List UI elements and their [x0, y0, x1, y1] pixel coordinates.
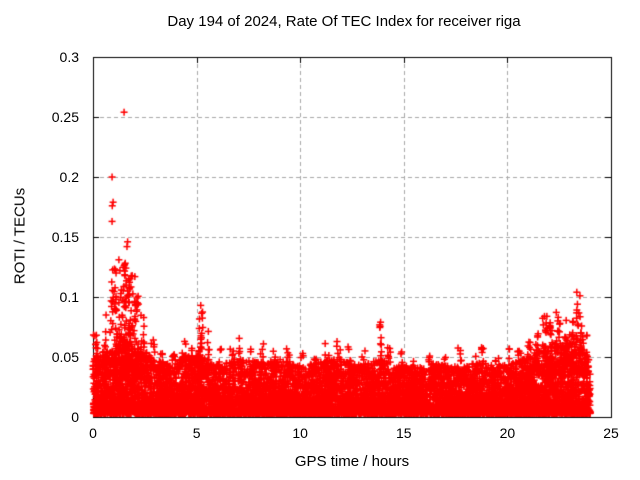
y-axis-label: ROTI / TECUs	[11, 187, 29, 285]
y-tick-label: 0.25	[51, 109, 79, 125]
x-tick-label: 15	[396, 425, 412, 441]
y-tick-label: 0.1	[59, 289, 79, 305]
y-tick-label: 0.3	[59, 49, 79, 65]
y-tick-label: 0.15	[51, 229, 79, 245]
y-tick-label: 0.05	[51, 349, 79, 365]
x-axis-label: GPS time / hours	[294, 453, 410, 470]
chart-title: Day 194 of 2024, Rate Of TEC Index for r…	[167, 13, 521, 30]
y-tick-label: 0	[71, 409, 79, 425]
x-tick-label: 25	[603, 425, 619, 441]
x-tick-label: 20	[499, 425, 516, 441]
x-tick-label: 0	[89, 425, 97, 441]
x-tick-label: 5	[192, 425, 201, 441]
y-tick-label: 0.2	[59, 169, 79, 185]
x-tick-label: 10	[292, 425, 308, 441]
